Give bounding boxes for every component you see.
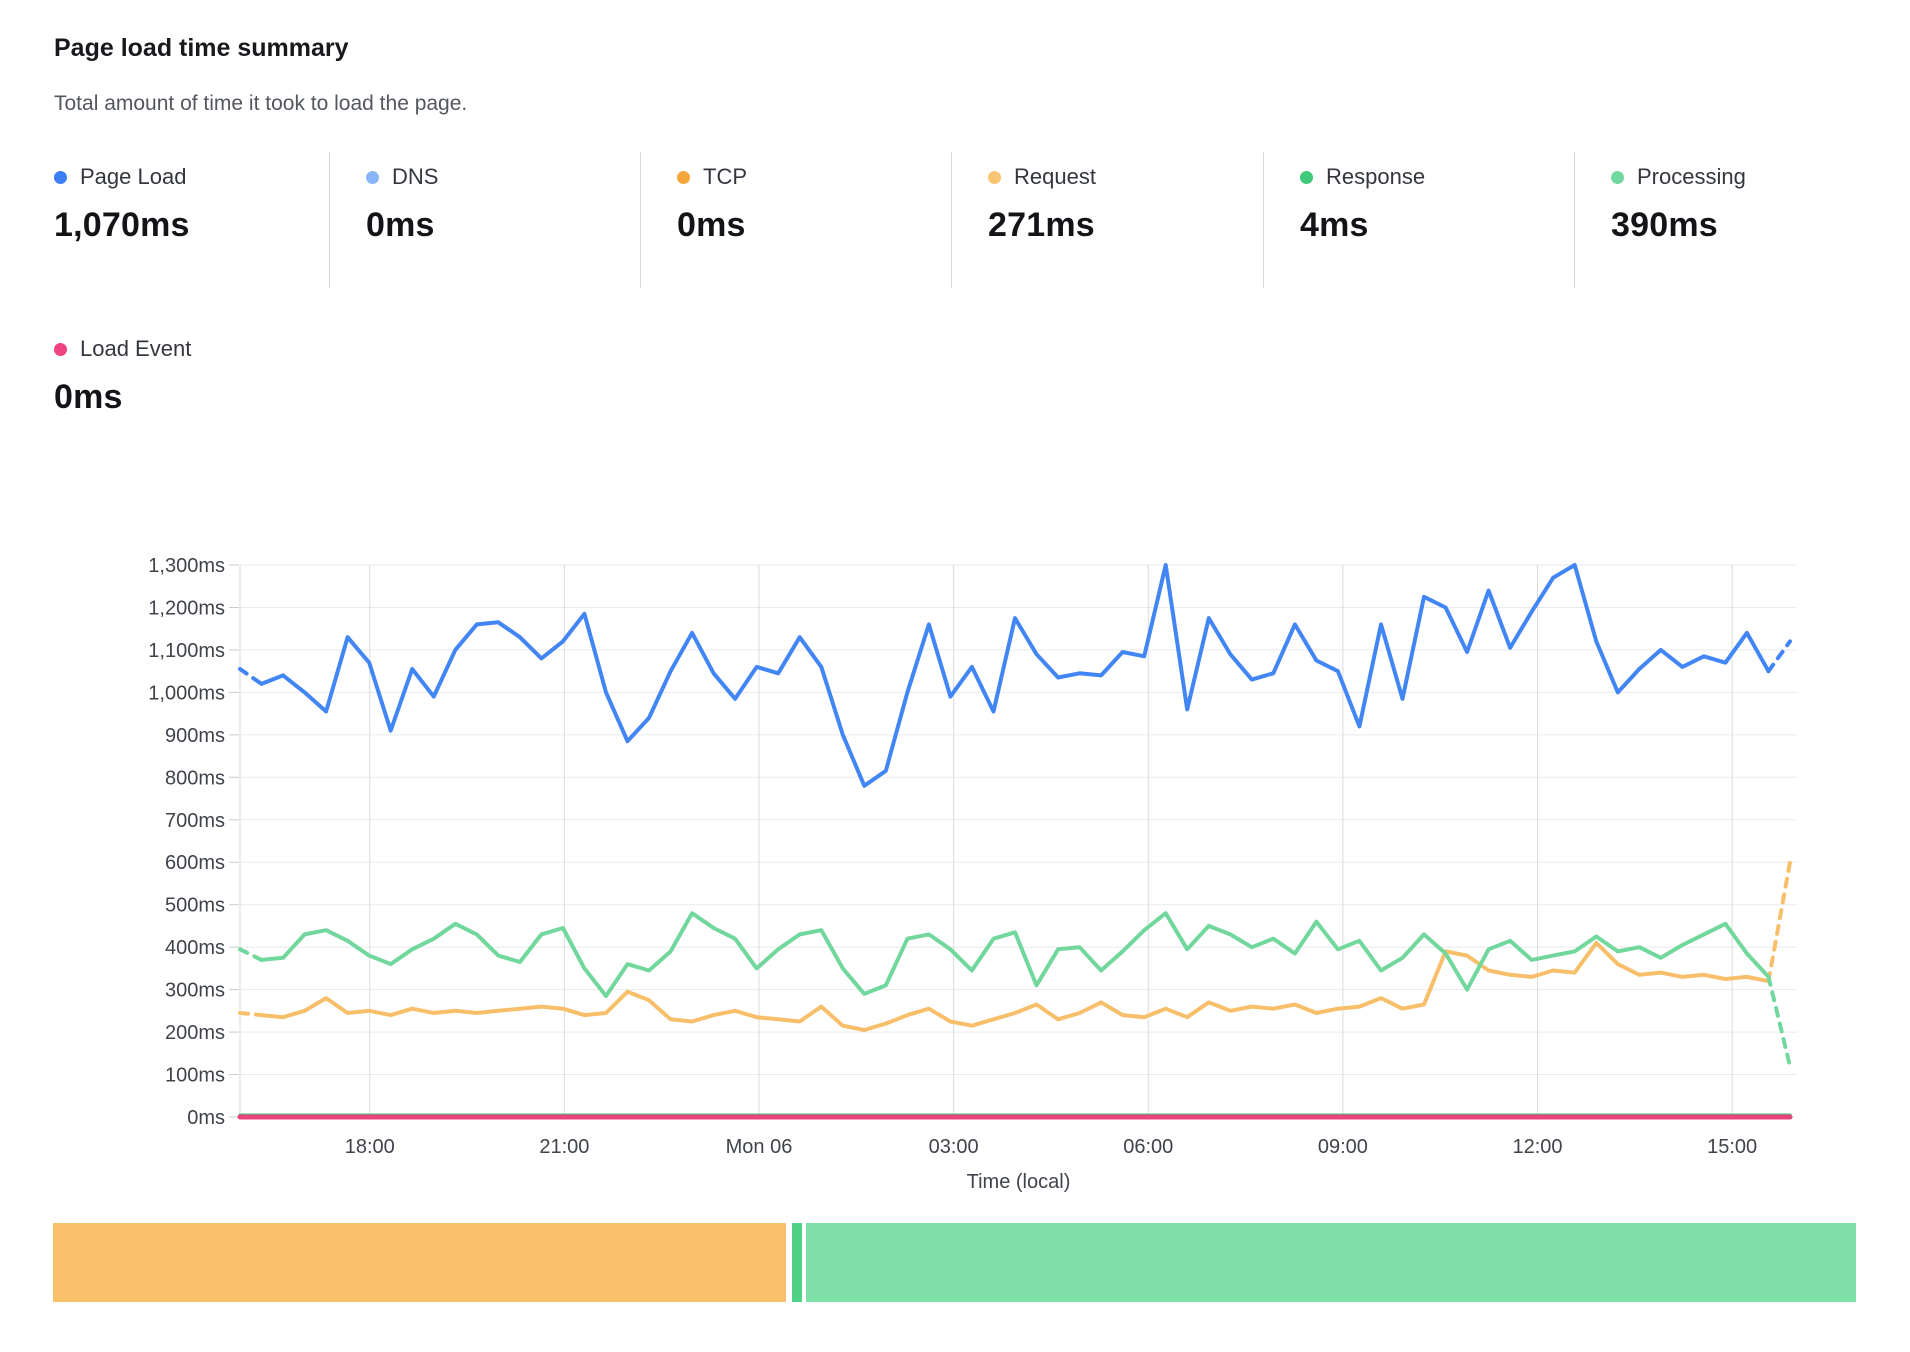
processing-dot-icon xyxy=(1611,170,1624,184)
y-tick-label: 0ms xyxy=(187,1107,225,1129)
metric-value: 0ms xyxy=(677,206,746,244)
metric-dns: DNS 0ms xyxy=(366,164,666,245)
metric-value: 1,070ms xyxy=(54,206,190,244)
metric-label: Page Load xyxy=(80,164,187,189)
series-request xyxy=(238,1011,264,1018)
y-tick-label: 700ms xyxy=(165,810,225,832)
metric-divider xyxy=(329,152,330,288)
page-title: Page load time summary xyxy=(54,34,349,62)
y-tick-label: 100ms xyxy=(165,1065,225,1087)
x-tick-label: 18:00 xyxy=(345,1136,395,1158)
series-request xyxy=(259,940,1771,1032)
request-dot-icon xyxy=(988,170,1001,184)
tcp-dot-icon xyxy=(677,170,690,184)
metric-divider xyxy=(640,152,641,288)
series-processing xyxy=(238,947,264,962)
y-tick-label: 900ms xyxy=(165,725,225,747)
metric-value: 271ms xyxy=(988,206,1095,244)
x-tick-label: 06:00 xyxy=(1123,1136,1173,1158)
metric-value: 0ms xyxy=(54,378,123,416)
response-dot-icon xyxy=(1300,170,1313,184)
metric-request: Request 271ms xyxy=(988,164,1288,245)
metric-processing: Processing 390ms xyxy=(1611,164,1910,245)
series-page-load xyxy=(1766,639,1792,674)
series-page-load xyxy=(259,563,1771,788)
metric-label: DNS xyxy=(392,164,439,189)
metric-divider xyxy=(951,152,952,288)
metric-divider xyxy=(1263,152,1264,288)
y-tick-label: 600ms xyxy=(165,852,225,874)
metric-label: Load Event xyxy=(80,336,192,361)
y-tick-label: 500ms xyxy=(165,895,225,917)
metric-response: Response 4ms xyxy=(1300,164,1600,245)
metric-value: 0ms xyxy=(366,206,435,244)
bar-segment-divider-sliver xyxy=(792,1223,802,1302)
series-request xyxy=(1766,860,1792,984)
x-tick-label: Mon 06 xyxy=(726,1136,793,1158)
y-tick-label: 200ms xyxy=(165,1022,225,1044)
metric-label: Processing xyxy=(1637,164,1746,189)
x-axis-title: Time (local) xyxy=(967,1171,1071,1193)
y-tick-label: 800ms xyxy=(165,767,225,789)
y-tick-label: 300ms xyxy=(165,980,225,1002)
y-tick-label: 1,000ms xyxy=(148,682,225,704)
series-processing xyxy=(1766,974,1792,1068)
y-tick-label: 400ms xyxy=(165,937,225,959)
series-page-load xyxy=(238,667,264,686)
metric-divider xyxy=(1574,152,1575,288)
x-tick-label: 03:00 xyxy=(929,1136,979,1158)
metric-value: 390ms xyxy=(1611,206,1718,244)
y-tick-label: 1,100ms xyxy=(148,640,225,662)
x-tick-label: 09:00 xyxy=(1318,1136,1368,1158)
bar-segment-request-share xyxy=(53,1223,786,1302)
load-time-chart-svg[interactable]: 0ms 100ms 200ms 300ms 400ms 500ms 600ms 700ms 80… xyxy=(0,540,1910,1220)
x-tick-label: 21:00 xyxy=(539,1136,589,1158)
metric-tcp: TCP 0ms xyxy=(677,164,977,245)
y-tick-label: 1,200ms xyxy=(148,597,225,619)
bar-segment-processing-share xyxy=(806,1223,1856,1302)
metric-load-event: Load Event 0ms xyxy=(54,336,354,417)
dns-dot-icon xyxy=(366,170,379,184)
page-load-dot-icon xyxy=(54,170,67,184)
metric-label: Request xyxy=(1014,164,1096,189)
series-processing xyxy=(259,911,1771,998)
metric-label: TCP xyxy=(703,164,747,189)
time-composition-bar xyxy=(53,1223,1856,1302)
x-tick-label: 12:00 xyxy=(1512,1136,1562,1158)
y-tick-label: 1,300ms xyxy=(148,555,225,577)
load-event-dot-icon xyxy=(54,342,67,356)
x-tick-label: 15:00 xyxy=(1707,1136,1757,1158)
page-subtitle: Total amount of time it took to load the… xyxy=(54,92,468,115)
metric-value: 4ms xyxy=(1300,206,1369,244)
metric-page-load: Page Load 1,070ms xyxy=(54,164,354,245)
load-time-chart[interactable]: 0ms 100ms 200ms 300ms 400ms 500ms 600ms 700ms 80… xyxy=(0,540,1910,1220)
metric-label: Response xyxy=(1326,164,1426,189)
